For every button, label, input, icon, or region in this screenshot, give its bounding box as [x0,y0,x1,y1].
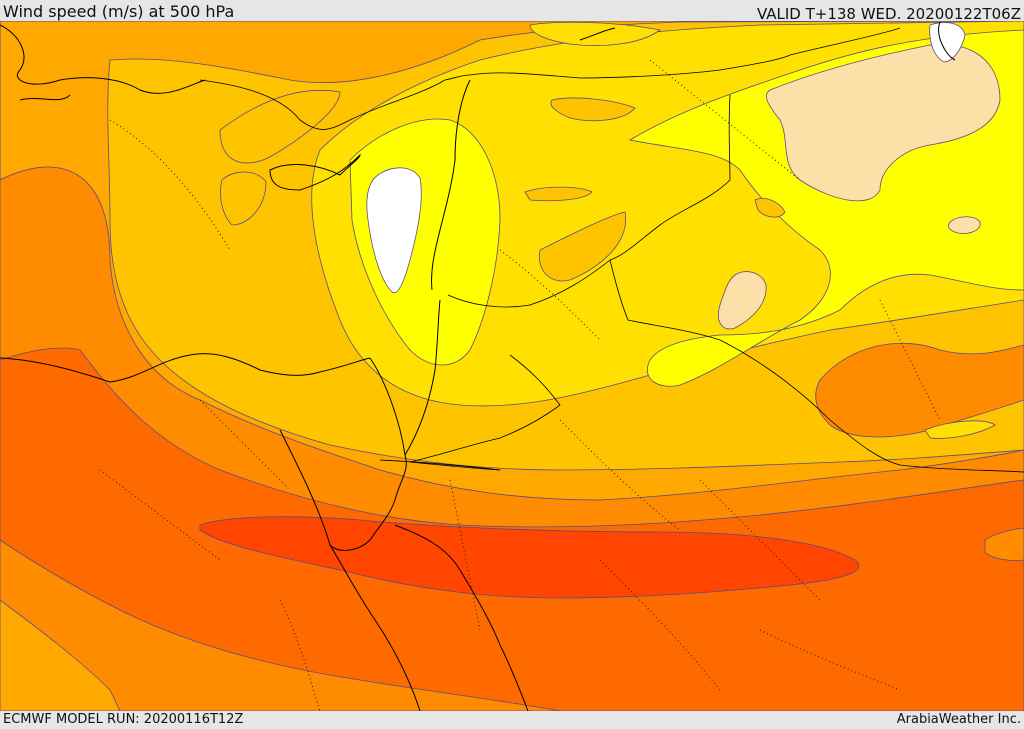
wind-band-peach-small [948,216,981,234]
model-run-label: ECMWF MODEL RUN: 20200116T12Z [3,712,244,727]
map-title: Wind speed (m/s) at 500 hPa [3,2,235,21]
wind-band-amber-island-6 [754,197,786,218]
wind-band-amber-island-4 [219,89,341,164]
header-bar: Wind speed (m/s) at 500 hPa VALID T+138 … [0,0,1024,23]
wind-band-red-orange [199,516,860,599]
wind-band-peach-mid [718,271,767,330]
wind-band-gold-nw [529,21,661,46]
wind-band-peach-ne [766,43,1001,202]
wind-band-white-core [366,167,422,294]
wind-band-amber-island-3 [538,211,627,282]
wind-speed-map [0,21,1024,711]
wind-band-orange-east [815,342,1024,438]
coastlines [0,21,956,711]
valid-time: VALID T+138 WED. 20200122T06Z [756,5,1021,23]
credit-label: ArabiaWeather Inc. [896,712,1021,727]
wind-band-gold-east-sliver [924,420,996,439]
wind-band-amber-island-5 [220,171,267,226]
political-borders [199,27,1024,473]
wind-band-orange-light-sw [0,599,121,711]
wind-band-amber-island-2 [550,97,636,122]
footer-bar: ECMWF MODEL RUN: 20200116T12Z ArabiaWeat… [0,711,1024,729]
wind-band-orange-east-small [984,527,1024,561]
dotted-boundaries [99,59,941,711]
wind-band-amber-island-1 [524,186,593,202]
